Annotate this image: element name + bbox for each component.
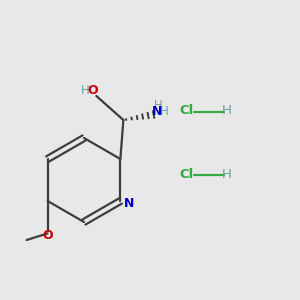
Text: H: H	[222, 167, 231, 181]
Text: H: H	[81, 84, 89, 97]
Text: Cl: Cl	[179, 104, 193, 118]
Text: H: H	[160, 105, 168, 118]
Text: N: N	[152, 105, 162, 118]
Text: N: N	[124, 197, 134, 210]
Text: O: O	[88, 84, 98, 97]
Text: Cl: Cl	[179, 167, 193, 181]
Text: H: H	[154, 99, 162, 112]
Text: O: O	[42, 229, 53, 242]
Text: H: H	[222, 104, 231, 118]
